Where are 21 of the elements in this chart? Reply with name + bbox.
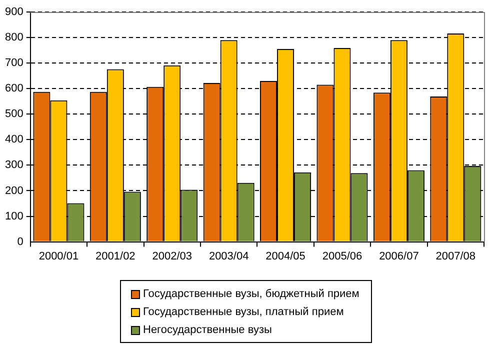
y-tick-label: 900 <box>4 6 24 18</box>
legend-label: Негосударственные вузы <box>143 324 272 336</box>
x-tick-label: 2006/07 <box>379 250 419 262</box>
y-tick-label: 600 <box>4 82 24 95</box>
legend-label: Государственные вузы, платный прием <box>143 306 344 318</box>
y-tick-label: 800 <box>4 32 24 44</box>
y-tick-label: 400 <box>4 134 24 146</box>
x-tick-label: 2005/06 <box>322 250 362 262</box>
y-tick-label: 700 <box>4 57 24 70</box>
y-tick-label: 100 <box>4 210 24 222</box>
x-tick-label: 2007/08 <box>436 250 476 262</box>
y-tick-label: 500 <box>4 108 24 120</box>
x-tick-label: 2001/02 <box>96 250 136 262</box>
y-tick-label: 200 <box>4 184 24 197</box>
x-tick-label: 2002/03 <box>152 250 192 262</box>
y-tick-label: 300 <box>4 159 24 172</box>
legend-label: Государственные вузы, бюджетный прием <box>143 288 360 300</box>
x-tick-label: 2000/01 <box>38 250 79 262</box>
y-tick-label: 0 <box>17 236 24 248</box>
x-tick-label: 2004/05 <box>266 250 306 262</box>
x-tick-label: 2003/04 <box>208 250 249 262</box>
